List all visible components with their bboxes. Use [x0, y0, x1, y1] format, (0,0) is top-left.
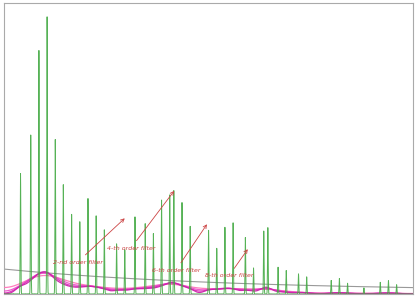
Text: 4-th order filter: 4-th order filter [107, 192, 173, 251]
Text: 8-th order filter: 8-th order filter [205, 250, 253, 278]
Text: 2-nd order filter: 2-nd order filter [53, 219, 124, 265]
Text: 6-th order filter: 6-th order filter [151, 225, 206, 273]
